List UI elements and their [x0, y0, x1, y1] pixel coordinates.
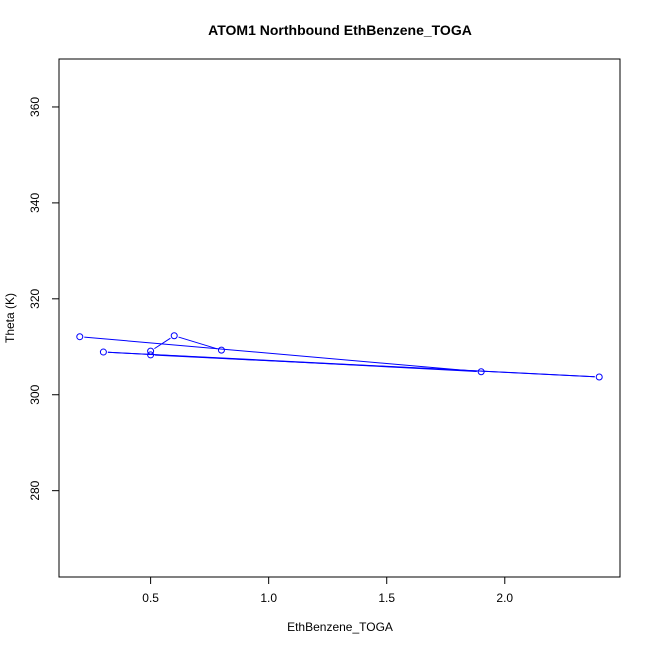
- series-line-segment: [155, 354, 595, 378]
- y-axis-label: Theta (K): [3, 293, 17, 343]
- x-axis-label: EthBenzene_TOGA: [287, 620, 393, 634]
- data-point: [147, 351, 155, 359]
- y-tick-label: 360: [28, 97, 42, 117]
- y-tick-label: 320: [28, 288, 42, 308]
- x-tick-label: 1.0: [260, 591, 277, 605]
- series-line-segment: [178, 336, 218, 350]
- x-tick-label: 2.0: [496, 591, 513, 605]
- data-point: [76, 333, 84, 341]
- y-tick-label: 280: [28, 480, 42, 500]
- data-point: [170, 332, 178, 340]
- data-point: [217, 346, 225, 354]
- y-axis: 280 300 320 340 360: [28, 97, 60, 501]
- series-layer: [76, 332, 603, 381]
- data-point: [147, 347, 155, 355]
- x-tick-label: 0.5: [142, 591, 159, 605]
- data-point: [99, 348, 107, 356]
- x-axis: 0.5 1.0 1.5 2.0: [142, 576, 513, 605]
- plot-frame: [58, 58, 621, 578]
- data-point: [595, 373, 603, 381]
- x-tick-label: 1.5: [378, 591, 395, 605]
- series-line-segment: [84, 336, 477, 372]
- data-point: [477, 368, 485, 376]
- y-tick-label: 340: [28, 193, 42, 213]
- series-line-segment: [154, 337, 171, 350]
- chart-title: ATOM1 Northbound EthBenzene_TOGA: [208, 22, 472, 38]
- y-tick-label: 300: [28, 384, 42, 404]
